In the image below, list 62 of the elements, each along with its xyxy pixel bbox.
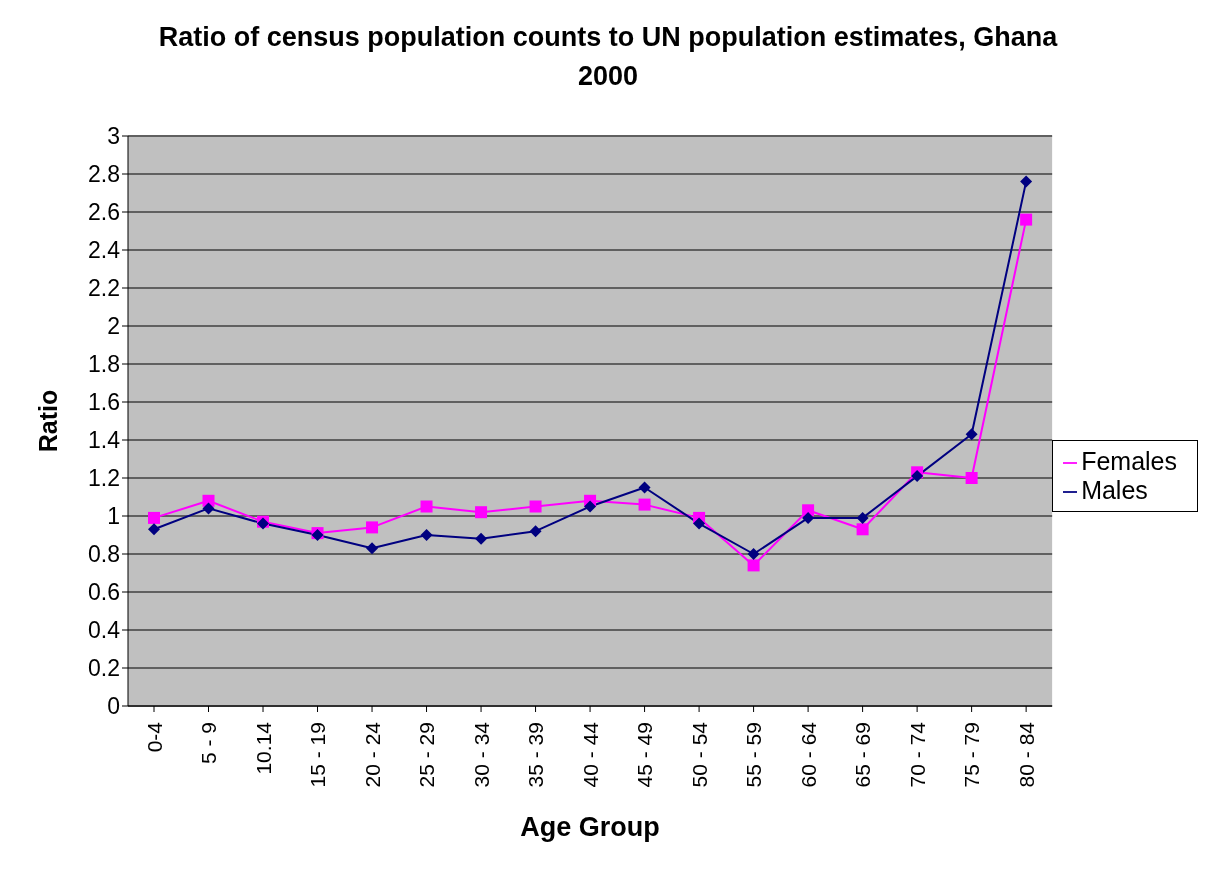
y-tick-label: 0.4 [88, 617, 121, 644]
y-tick-label: 1 [107, 503, 120, 530]
point [856, 511, 869, 524]
point [856, 523, 869, 536]
point [1020, 175, 1033, 188]
x-tick-label: 40 - 44 [578, 721, 602, 788]
point [148, 523, 160, 536]
x-tick-label: 80 - 84 [1014, 721, 1038, 788]
x-tick-label: 75 - 79 [960, 722, 984, 788]
legend-label: Females [1081, 447, 1177, 475]
y-axis-title: Ratio [33, 389, 62, 453]
point [366, 542, 379, 555]
point [420, 500, 433, 513]
point [693, 517, 706, 530]
x-tick-label: 0-4 [142, 721, 166, 753]
point [529, 525, 542, 538]
y-tick-label: 2.8 [88, 161, 120, 188]
x-tick-label: 10.14 [251, 721, 275, 775]
x-tick-label: 45 - 49 [633, 722, 657, 788]
x-tick-label: 25 - 29 [415, 722, 439, 788]
y-tick-label: 0.2 [88, 655, 120, 682]
point [529, 500, 542, 513]
y-tick-label: 2.2 [88, 275, 120, 302]
point [965, 428, 978, 441]
x-tick-label: 30 - 34 [469, 721, 493, 788]
y-tick-label: 3 [107, 123, 120, 150]
point [202, 502, 215, 515]
y-tick-label: 0.8 [88, 541, 120, 568]
point [747, 559, 760, 572]
y-tick-label: 0.6 [88, 579, 120, 606]
x-tick-label: 50 - 54 [687, 721, 711, 788]
point [148, 511, 160, 524]
x-tick-label: 15 - 19 [306, 722, 330, 788]
y-tick-label: 2.6 [88, 199, 120, 226]
chart-title: Ratio of census population counts to UN population estimates, Ghana 2000 [158, 21, 1058, 93]
x-tick-label: 55 - 59 [742, 722, 766, 788]
y-tick-label: 1.2 [88, 465, 120, 492]
point [965, 472, 978, 484]
point [911, 470, 924, 483]
x-tick-label: 60 - 64 [796, 721, 820, 788]
point [747, 548, 760, 560]
y-tick-label: 0 [107, 693, 120, 720]
point [638, 481, 651, 494]
x-tick-label: 5 - 9 [197, 722, 221, 765]
y-tick-label: 1.4 [88, 427, 121, 454]
point [475, 532, 488, 545]
x-tick-label: 20 - 24 [360, 721, 384, 788]
point [1020, 213, 1033, 226]
x-tick-label: 35 - 39 [524, 722, 548, 788]
y-tick-label: 2 [107, 313, 120, 340]
y-tick-label: 2.4 [88, 237, 121, 264]
x-axis-title: Age Group [520, 812, 660, 842]
x-tick-label: 65 - 69 [851, 722, 875, 788]
point [584, 500, 597, 513]
point [420, 529, 433, 541]
point [475, 506, 488, 519]
point [366, 521, 379, 534]
y-tick-label: 1.8 [88, 351, 120, 378]
y-tick-label: 1.6 [88, 389, 120, 416]
point [638, 498, 651, 511]
x-tick-label: 70 - 74 [905, 721, 929, 788]
legend-label: Males [1081, 476, 1148, 504]
